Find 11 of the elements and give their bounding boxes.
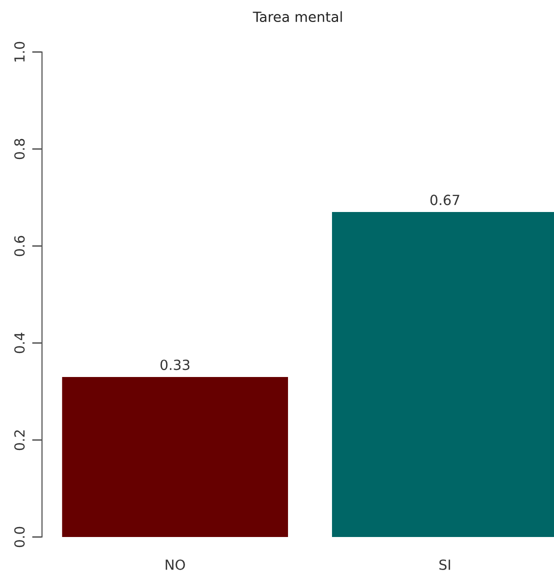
y-tick-label: 0.8 — [14, 138, 25, 160]
x-tick-label: SI — [439, 559, 450, 570]
y-tick-label: 0.0 — [14, 526, 25, 548]
y-tick-label: 0.4 — [14, 332, 25, 354]
y-tick-label: 1.0 — [14, 42, 25, 62]
x-tick-label: NO — [166, 559, 185, 570]
y-tick-label: 0.2 — [14, 430, 25, 450]
y-tick-label: 0.6 — [14, 236, 25, 256]
data-label: 0.67 — [430, 194, 460, 206]
chart-title: Tarea mental — [252, 11, 342, 22]
data-label: 0.33 — [160, 360, 190, 370]
